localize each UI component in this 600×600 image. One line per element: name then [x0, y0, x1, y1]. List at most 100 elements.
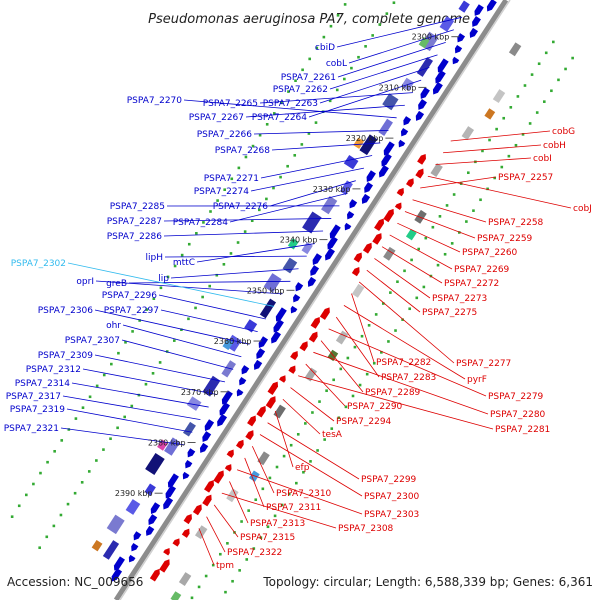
gc-dot [410, 258, 413, 262]
reverse-gene-label[interactable]: PSPA7_2269 [454, 265, 510, 275]
forward-gene-label[interactable]: cobL [326, 59, 347, 69]
reverse-gene-label[interactable]: PSPA7_2313 [250, 519, 305, 529]
forward-gene-label[interactable]: PSPA7_2296 [102, 291, 158, 301]
forward-gene-arrow [290, 305, 298, 314]
gc-dot [481, 149, 484, 153]
forward-gene-label[interactable]: PSPA7_2265 [203, 99, 258, 109]
reverse-gene-label[interactable]: PSPA7_2303 [364, 510, 419, 520]
forward-gene-arrow [383, 141, 395, 156]
gc-dot [194, 306, 197, 310]
reverse-gene-label[interactable]: PSPA7_2273 [432, 294, 487, 304]
reverse-gene-label[interactable]: PSPA7_2275 [422, 308, 477, 318]
reverse-gene-label[interactable]: tpm [216, 561, 234, 571]
forward-gene-label[interactable]: PSPA7_2321 [4, 424, 59, 434]
forward-gene-label[interactable]: greB [106, 279, 127, 289]
leader-line [443, 144, 542, 154]
reverse-gene-arrow [192, 504, 202, 516]
forward-gene-label[interactable]: PSPA7_2264 [252, 113, 308, 123]
gc-dot [493, 176, 497, 180]
reverse-gene-label[interactable]: PSPA7_2310 [276, 489, 332, 499]
gc-dot [201, 295, 204, 299]
gc-dot [309, 460, 312, 463]
forward-gene-label[interactable]: PSPA7_2276 [213, 202, 269, 212]
forward-gene-label[interactable]: PSPA7_2312 [26, 365, 81, 375]
forward-gene-label[interactable]: PSPA7_2287 [107, 217, 162, 227]
reverse-gene-label[interactable]: PSPA7_2300 [364, 492, 420, 502]
forward-gene-label[interactable]: PSPA7_2268 [215, 146, 271, 156]
forward-gene-label[interactable]: PSPA7_2261 [281, 73, 336, 83]
forward-gene-label[interactable]: PSPA7_2267 [189, 113, 244, 123]
forward-gene-label[interactable]: PSPA7_2286 [107, 232, 163, 242]
orf-block [164, 437, 181, 456]
scale-tick-label: 2300 kbp [412, 33, 450, 42]
forward-gene-label[interactable]: PSPA7_2319 [10, 405, 66, 415]
gc-dot [251, 144, 255, 148]
reverse-gene-label[interactable]: cobG [552, 127, 575, 137]
forward-gene-label[interactable]: PSPA7_2309 [38, 351, 94, 361]
gc-dot [261, 487, 265, 491]
leader-line [236, 469, 363, 515]
gc-dot [392, 1, 396, 5]
forward-gene-label[interactable]: PSPA7_2307 [65, 336, 120, 346]
reverse-gene-label[interactable]: efp [295, 463, 310, 473]
forward-gene-label[interactable]: PSPA7_2270 [127, 96, 183, 106]
forward-gene-label[interactable]: ohr [106, 321, 121, 331]
forward-gene-label[interactable]: PSPA7_2271 [204, 174, 259, 184]
gc-dot [308, 57, 312, 61]
forward-gene-label[interactable]: PSPA7_2266 [197, 130, 253, 140]
reverse-gene-label[interactable]: PSPA7_2308 [338, 524, 394, 534]
forward-gene-label[interactable]: PSPA7_2263 [263, 99, 318, 109]
forward-gene-label[interactable]: cbiD [315, 43, 335, 53]
reverse-gene-label[interactable]: PSPA7_2311 [266, 503, 321, 513]
forward-gene-label[interactable]: lipH [146, 253, 163, 263]
reverse-gene-label[interactable]: PSPA7_2260 [462, 248, 518, 258]
gc-dot [187, 242, 191, 246]
forward-gene-label[interactable]: PSPA7_2285 [110, 202, 165, 212]
forward-gene-label[interactable]: PSPA7_2262 [273, 85, 328, 95]
reverse-gene-arrow [226, 449, 234, 458]
reverse-gene-label[interactable]: PSPA7_2294 [336, 417, 392, 427]
forward-gene-label[interactable]: PSPA7_2297 [104, 306, 159, 316]
forward-gene-label[interactable]: oprI [76, 277, 94, 287]
forward-gene-label[interactable]: lip [158, 274, 169, 284]
reverse-gene-label[interactable]: PSPA7_2272 [444, 279, 499, 289]
orf-block [302, 211, 322, 234]
reverse-gene-label[interactable]: PSPA7_2257 [498, 173, 553, 183]
reverse-gene-label[interactable]: PSPA7_2280 [490, 410, 546, 420]
reverse-gene-label[interactable]: PSPA7_2279 [488, 392, 544, 402]
gene-labels[interactable]: cbiD cobL PSPA7_2261 PSPA7_2262 PSPA7_2263 PS… [4, 43, 592, 571]
forward-gene-label[interactable]: PSPA7_2302 [11, 259, 66, 269]
reverse-gene-label[interactable]: PSPA7_2282 [376, 358, 431, 368]
reverse-gene-label[interactable]: PSPA7_2315 [240, 533, 295, 543]
reverse-gene-label[interactable]: PSPA7_2322 [227, 548, 282, 558]
leader-line [329, 54, 438, 90]
gc-dot [325, 389, 328, 393]
orf-block [282, 257, 298, 274]
forward-gene-label[interactable]: mttC [173, 258, 195, 268]
reverse-gene-label[interactable]: PSPA7_2290 [347, 402, 403, 412]
accession-text: Accession: NC_009656 [7, 575, 143, 589]
reverse-gene-label[interactable]: PSPA7_2283 [381, 373, 436, 383]
reverse-gene-arrow [351, 267, 360, 277]
reverse-gene-label[interactable]: pyrF [467, 375, 487, 385]
reverse-gene-label[interactable]: PSPA7_2289 [365, 388, 421, 398]
gc-dot [431, 225, 435, 229]
reverse-gene-label[interactable]: PSPA7_2259 [477, 234, 533, 244]
gc-dot [293, 154, 297, 157]
forward-gene-label[interactable]: PSPA7_2317 [6, 392, 61, 402]
forward-gene-label[interactable]: PSPA7_2314 [15, 379, 71, 389]
reverse-gene-label[interactable]: PSPA7_2277 [456, 359, 511, 369]
reverse-gene-label[interactable]: cobI [533, 154, 552, 164]
reverse-gene-label[interactable]: cobJ [573, 204, 592, 214]
leader-line [450, 130, 551, 142]
forward-gene-label[interactable]: PSPA7_2306 [38, 306, 94, 316]
orf-block [343, 154, 359, 170]
reverse-gene-label[interactable]: PSPA7_2258 [488, 218, 544, 228]
reverse-gene-arrow [290, 350, 298, 361]
reverse-gene-label[interactable]: PSPA7_2299 [361, 475, 417, 485]
reverse-gene-label[interactable]: tesA [322, 430, 343, 440]
forward-gene-label[interactable]: PSPA7_2274 [194, 187, 250, 197]
forward-gene-label[interactable]: PSPA7_2284 [173, 218, 229, 228]
reverse-gene-label[interactable]: cobH [543, 141, 566, 151]
reverse-gene-label[interactable]: PSPA7_2281 [495, 425, 550, 435]
